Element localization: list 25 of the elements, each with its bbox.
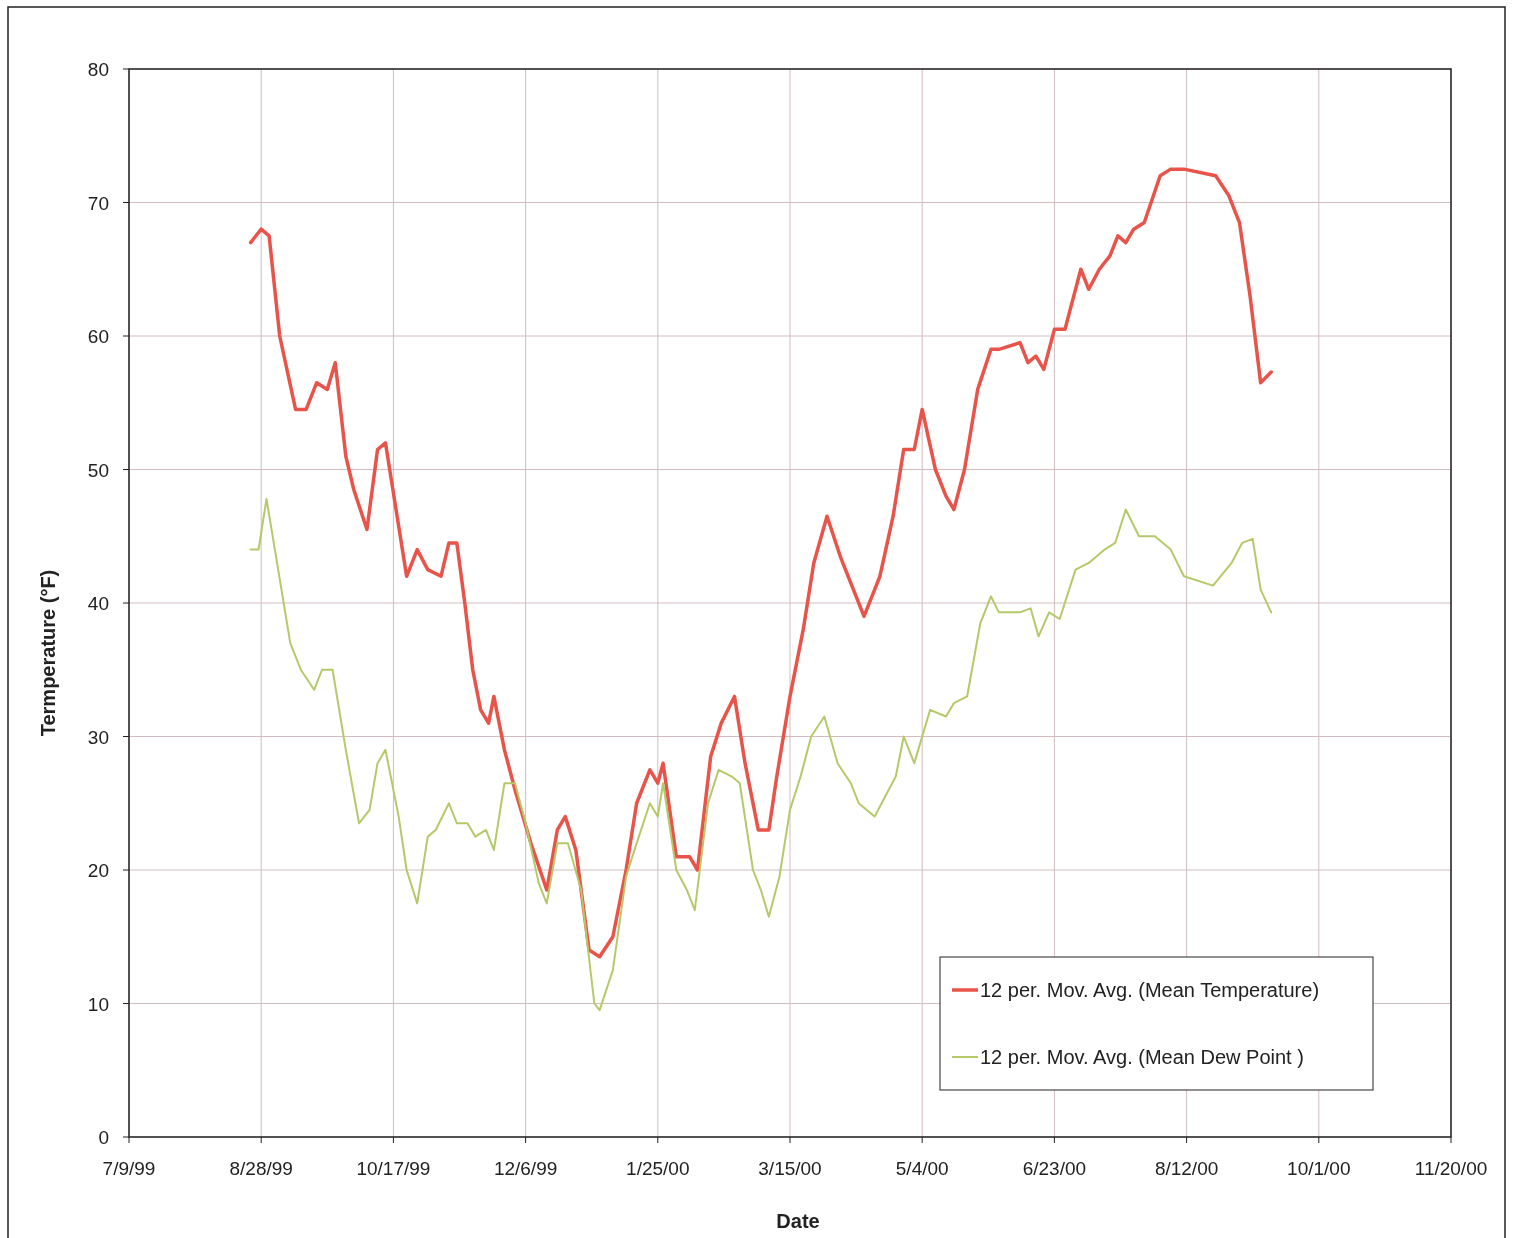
x-tick-label: 6/23/00	[1022, 1158, 1087, 1179]
y-tick-label: 10	[87, 993, 109, 1015]
line-series	[248, 167, 1273, 959]
y-tick-label: 30	[87, 726, 109, 748]
y-tick-label: 50	[87, 459, 109, 481]
y-tick-label: 70	[87, 192, 109, 214]
x-tick-label: 10/1/00	[1287, 1158, 1351, 1179]
x-tick-label: 12/6/99	[493, 1158, 558, 1179]
x-tick-label: 5/4/00	[895, 1158, 949, 1179]
x-tick-label: 8/28/99	[229, 1158, 293, 1179]
x-tick-label: 8/12/00	[1154, 1158, 1219, 1179]
y-tick-label: 40	[87, 593, 109, 614]
y-tick-label: 20	[87, 860, 109, 881]
legend-label: 12 per. Mov. Avg. (Mean Dew Point )	[980, 1046, 1304, 1068]
y-tick-label: 80	[87, 59, 109, 80]
y-tick-label: 0	[98, 1127, 109, 1148]
x-tick-label: 7/9/99	[102, 1158, 156, 1179]
x-tick-label: 10/17/99	[356, 1158, 431, 1179]
x-tick-label: 3/15/00	[758, 1158, 822, 1179]
x-axis-title: Date	[776, 1210, 820, 1232]
y-axis-title: Termperature (°F)	[37, 569, 59, 737]
legend-label: 12 per. Mov. Avg. (Mean Temperature)	[980, 979, 1320, 1001]
y-tick-label: 60	[87, 326, 109, 347]
x-tick-label: 1/25/00	[626, 1158, 690, 1179]
x-tick-label: 11/20/00	[1414, 1158, 1488, 1179]
